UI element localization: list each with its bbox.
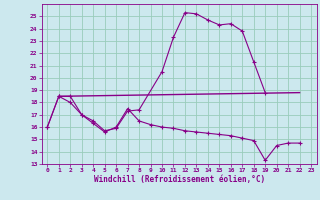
X-axis label: Windchill (Refroidissement éolien,°C): Windchill (Refroidissement éolien,°C) <box>94 175 265 184</box>
